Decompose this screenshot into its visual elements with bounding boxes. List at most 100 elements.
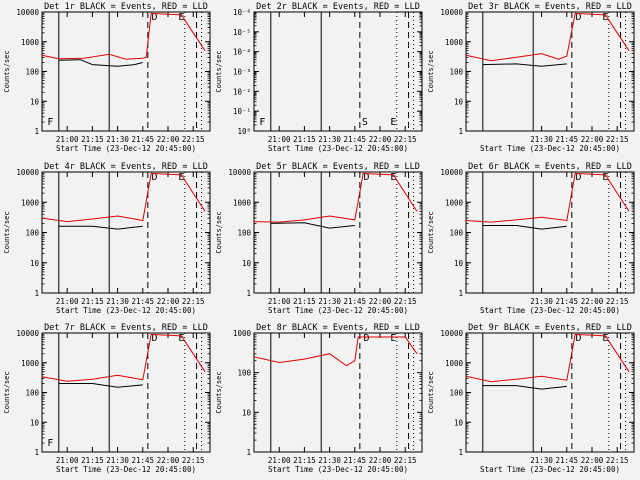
x-tick-label: 22:15 [182, 297, 205, 306]
detector-panel-3: Det 3r BLACK = Events, RED = LLD 1 10 100 10… [427, 2, 635, 153]
x-tick-label: 21:45 [132, 297, 155, 306]
x-axis-label: Start Time (23-Dec-12 20:45:00) [56, 144, 196, 153]
x-axis-label: Start Time (23-Dec-12 20:45:00) [56, 306, 196, 315]
annotation-d: D [152, 12, 158, 23]
plot-frame [465, 11, 635, 132]
panel-title: Det 9r BLACK = Events, RED = LLD [468, 323, 632, 333]
annotation-e: E [602, 333, 608, 344]
x-tick-label: 21:15 [293, 135, 316, 144]
x-tick-label: 21:30 [530, 135, 553, 144]
x-axis-label: Start Time (23-Dec-12 20:45:00) [56, 465, 196, 474]
y-tick-label: 1000 [21, 38, 40, 47]
y-tick-label: 10000 [440, 329, 463, 338]
detector-panel-8: Det 8r BLACK = Events, RED = LLD 1 10 100 10… [215, 323, 423, 474]
y-tick-label: 10 [242, 259, 252, 268]
y-tick-label: 10 [242, 408, 252, 417]
lld-series-line [465, 172, 630, 223]
x-tick-label: 21:00 [56, 297, 79, 306]
plot-frame [253, 332, 423, 453]
events-series-line [482, 385, 567, 390]
x-tick-label: 21:45 [132, 135, 155, 144]
y-tick-label: 1000 [233, 198, 252, 207]
y-tick-label: 10000 [228, 168, 251, 177]
y-tick-label: 1000 [233, 329, 252, 338]
x-tick-label: 22:00 [157, 456, 180, 465]
x-tick-label: 21:45 [344, 135, 367, 144]
x-tick-label: 21:30 [318, 297, 341, 306]
y-tick-label: 1 [458, 448, 463, 457]
y-tick-label: 100 [449, 389, 463, 398]
y-tick-label: 100 [25, 389, 39, 398]
annotation-s: S [362, 117, 368, 128]
y-tick-label: 100 [449, 229, 463, 238]
x-tick-label: 21:00 [268, 297, 291, 306]
annotation-e: E [390, 333, 396, 344]
y-tick-label: 100 [449, 68, 463, 77]
plot-frame [41, 11, 211, 132]
x-tick-label: 22:00 [369, 456, 392, 465]
y-axis-label: Counts/sec [215, 50, 223, 92]
x-tick-label: 21:00 [56, 456, 79, 465]
detector-panel-4: Det 4r BLACK = Events, RED = LLD 1 10 100 10… [3, 162, 211, 315]
annotation-e: E [178, 333, 184, 344]
annotation-d: D [576, 333, 582, 344]
y-tick-label: 10⁻⁴ [233, 48, 251, 57]
plot-frame [465, 332, 635, 453]
x-axis-label: Start Time (23-Dec-12 20:45:00) [268, 465, 408, 474]
x-tick-label: 21:15 [81, 135, 104, 144]
events-series-line [482, 225, 567, 230]
x-tick-label: 21:30 [530, 297, 553, 306]
annotation-d: D [576, 12, 582, 23]
x-tick-label: 21:00 [268, 456, 291, 465]
x-tick-label: 22:15 [182, 135, 205, 144]
y-tick-label: 10000 [16, 8, 39, 17]
lld-series-line [465, 12, 630, 62]
x-tick-label: 21:30 [106, 297, 129, 306]
x-tick-label: 22:15 [182, 456, 205, 465]
y-tick-label: 10⁻⁶ [233, 8, 251, 17]
x-axis-label: Start Time (23-Dec-12 20:45:00) [268, 144, 408, 153]
x-tick-label: 21:30 [318, 135, 341, 144]
lld-series-line [41, 333, 206, 382]
detector-panel-5: Det 5r BLACK = Events, RED = LLD 1 10 100 10… [215, 162, 423, 315]
y-tick-label: 100 [237, 369, 251, 378]
x-tick-label: 22:00 [581, 135, 604, 144]
annotation-d: D [152, 172, 158, 183]
x-tick-label: 21:30 [106, 456, 129, 465]
lld-series-line [41, 172, 206, 223]
events-series-line [482, 63, 567, 67]
y-tick-label: 1 [246, 289, 251, 298]
detector-panel-7: Det 7r BLACK = Events, RED = LLD 1 10 100 10… [3, 323, 211, 474]
x-tick-label: 22:15 [606, 456, 629, 465]
y-tick-label: 1000 [21, 359, 40, 368]
plot-frame [253, 11, 423, 132]
panel-title: Det 2r BLACK = Events, RED = LLD [256, 2, 420, 12]
y-tick-label: 10 [454, 418, 464, 427]
x-tick-label: 21:45 [556, 135, 579, 144]
x-tick-label: 21:45 [556, 456, 579, 465]
y-tick-label: 10 [454, 97, 464, 106]
annotation-f: F [47, 117, 53, 128]
y-tick-label: 1 [34, 127, 39, 136]
lld-series-line [465, 333, 630, 383]
x-tick-label: 21:30 [106, 135, 129, 144]
y-tick-label: 1000 [21, 198, 40, 207]
detector-panel-1: Det 1r BLACK = Events, RED = LLD 1 10 100 10… [3, 2, 211, 153]
x-tick-label: 22:15 [606, 297, 629, 306]
y-tick-label: 100 [237, 229, 251, 238]
y-axis-label: Counts/sec [427, 371, 435, 413]
x-tick-label: 21:30 [530, 456, 553, 465]
y-axis-label: Counts/sec [3, 211, 11, 253]
x-tick-label: 21:45 [132, 456, 155, 465]
events-series-line [58, 59, 143, 67]
panel-title: Det 5r BLACK = Events, RED = LLD [256, 162, 420, 172]
y-axis-label: Counts/sec [3, 50, 11, 92]
x-tick-label: 22:00 [581, 297, 604, 306]
y-tick-label: 10⁻² [233, 87, 251, 96]
annotation-d: D [576, 172, 582, 183]
panel-title: Det 3r BLACK = Events, RED = LLD [468, 2, 632, 12]
lld-series-line [253, 172, 418, 223]
events-series-line [58, 383, 143, 388]
annotation-e: E [178, 12, 184, 23]
